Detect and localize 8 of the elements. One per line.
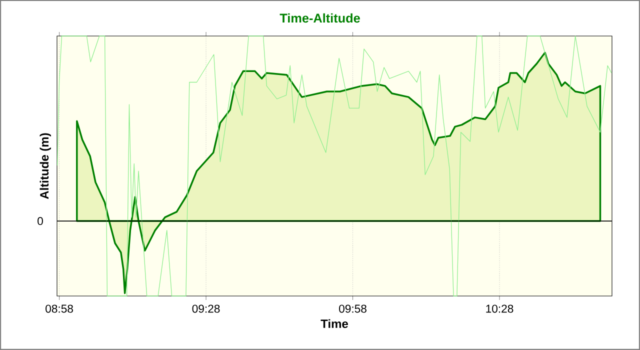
chart-title: Time-Altitude <box>280 13 360 23</box>
x-tick-label: 09:28 <box>192 304 220 313</box>
x-tick-label: 10:28 <box>486 304 514 313</box>
ref-line-label: 0 <box>38 217 43 226</box>
y-axis-title: Altitude (m) <box>40 133 51 200</box>
x-tick-label: 09:58 <box>339 304 366 313</box>
x-axis-title: Time <box>320 319 348 328</box>
x-tick-label: 08:58 <box>46 304 73 313</box>
